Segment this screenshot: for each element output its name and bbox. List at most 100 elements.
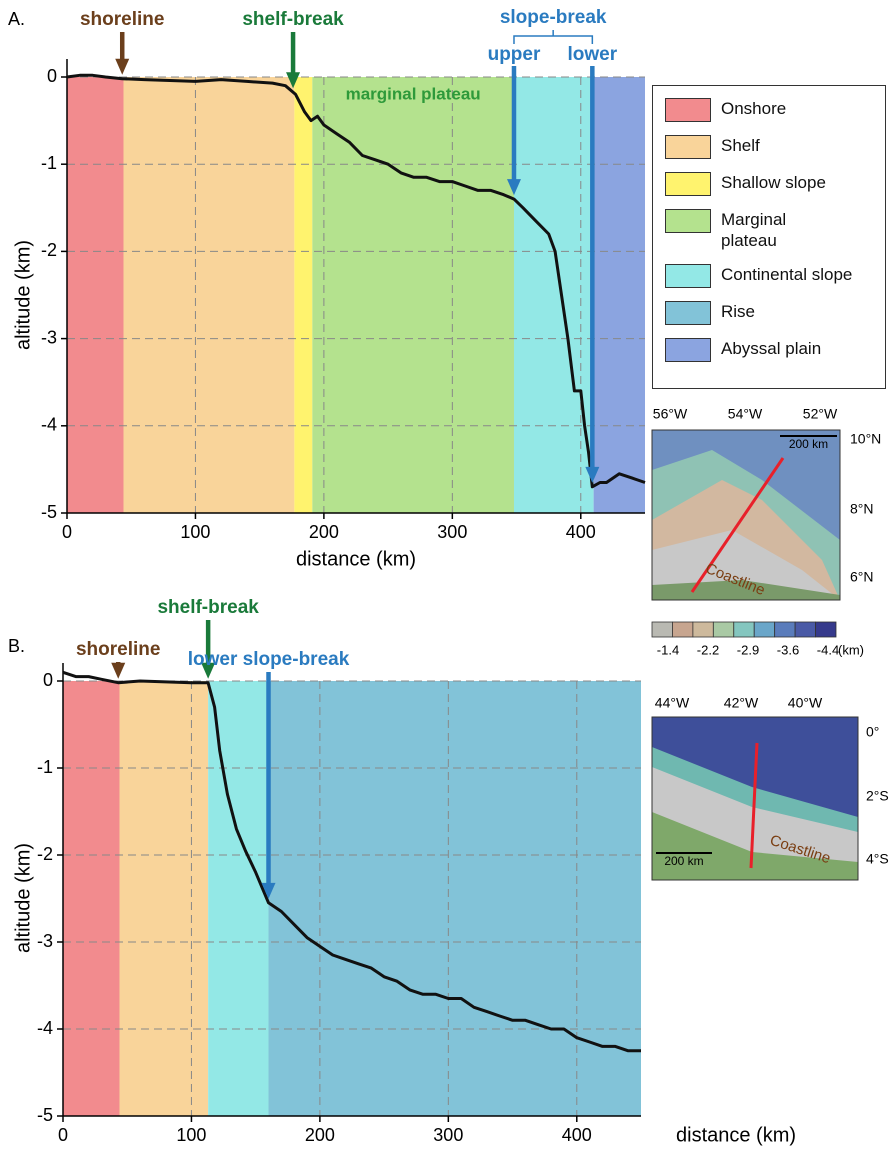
region-band — [208, 681, 269, 1116]
longitude-label: 44°W — [655, 695, 690, 711]
colorbar-cell — [753, 621, 776, 638]
arrow-head — [115, 58, 130, 75]
x-tick-label: 0 — [58, 1125, 68, 1145]
arrow-head — [261, 882, 276, 899]
colorbar-cell — [733, 621, 755, 638]
y-tick-label: -2 — [41, 240, 57, 260]
latitude-label: 0° — [866, 724, 879, 740]
latitude-label: 10°N — [850, 431, 881, 447]
y-tick-label: -2 — [37, 844, 53, 864]
legend-item: Shallow slope — [665, 172, 885, 196]
x-tick-label: 300 — [433, 1125, 463, 1145]
colorbar-cell — [815, 621, 837, 638]
legend-item: Continental slope — [665, 264, 885, 288]
x-tick-label: 400 — [566, 522, 596, 542]
legend-swatch — [665, 98, 711, 122]
scale-label: 200 km — [664, 854, 703, 868]
legend-label: Shallow slope — [721, 173, 826, 192]
annotation-label: lower slope-break — [188, 649, 350, 670]
legend-item: Shelf — [665, 135, 885, 159]
x-tick-label: 200 — [305, 1125, 335, 1145]
legend-label: Abyssal plain — [721, 339, 822, 358]
inset-map — [651, 429, 841, 601]
region-band — [268, 681, 641, 1116]
region-band — [67, 77, 124, 513]
profile-line — [66, 73, 646, 489]
legend-label: Onshore — [721, 99, 787, 118]
legend-item: Marginal plateau — [665, 209, 885, 251]
y-tick-label: -1 — [37, 757, 53, 777]
x-tick-label: 0 — [62, 522, 72, 542]
longitude-label: 54°W — [728, 406, 763, 422]
x-axis-label: distance (km) — [676, 1124, 796, 1146]
x-axis-label: distance (km) — [296, 548, 416, 570]
colorbar-cell — [712, 621, 735, 638]
y-axis-label: altitude (km) — [12, 843, 34, 953]
y-axis-label: altitude (km) — [12, 240, 34, 350]
arrow-head — [506, 179, 521, 196]
map-frame — [651, 716, 859, 881]
y-tick-label: -4 — [41, 415, 57, 435]
legend-label: Marginal plateau — [721, 210, 787, 250]
legend-swatch — [665, 209, 711, 233]
longitude-label: 40°W — [788, 695, 823, 711]
region-band — [119, 681, 209, 1116]
arrow-head — [111, 662, 126, 679]
annotation-label: shoreline — [76, 639, 160, 660]
region-band — [593, 77, 645, 513]
inset-map — [651, 716, 859, 881]
longitude-label: 52°W — [803, 406, 838, 422]
legend-swatch — [665, 301, 711, 325]
arrow-head — [201, 662, 216, 679]
longitude-label: 42°W — [724, 695, 759, 711]
profile-track — [749, 742, 759, 869]
x-tick-label: 100 — [180, 522, 210, 542]
legend-item: Onshore — [665, 98, 885, 122]
annotation-label: shelf-break — [157, 597, 259, 618]
annotation-label: shoreline — [80, 9, 164, 30]
colorbar-unit: (km) — [838, 642, 864, 657]
y-tick-label: 0 — [43, 670, 53, 690]
legend-item: Abyssal plain — [665, 338, 885, 362]
y-tick-label: -1 — [41, 153, 57, 173]
map-coast — [652, 812, 858, 880]
colorbar-label: -2.2 — [697, 642, 719, 657]
legend-swatch — [665, 172, 711, 196]
annotation-label: shelf-break — [242, 9, 344, 30]
y-tick-label: -5 — [37, 1105, 53, 1125]
colorbar-label: -2.9 — [737, 642, 759, 657]
y-tick-label: -3 — [37, 931, 53, 951]
colorbar-cell — [672, 621, 694, 638]
legend-label: Shelf — [721, 136, 760, 155]
panel-label: B. — [8, 636, 25, 656]
longitude-label: 56°W — [653, 406, 688, 422]
scale-label: 200 km — [789, 437, 828, 451]
annotation-group-label: slope-break — [500, 7, 607, 28]
arrow-head — [585, 466, 600, 483]
latitude-label: 4°S — [866, 851, 889, 867]
latitude-label: 2°S — [866, 788, 889, 804]
y-tick-label: 0 — [47, 66, 57, 86]
colorbar-label: -1.4 — [657, 642, 679, 657]
region-band — [312, 77, 514, 513]
profile-line — [62, 670, 641, 1053]
latitude-label: 6°N — [850, 569, 874, 585]
map-frame — [651, 429, 841, 601]
y-tick-label: -5 — [41, 502, 57, 522]
map-coast — [652, 580, 840, 600]
legend-label: Rise — [721, 302, 756, 321]
x-tick-label: 400 — [562, 1125, 592, 1145]
y-tick-label: -4 — [37, 1018, 53, 1038]
colorbar-cell — [651, 621, 673, 638]
y-tick-label: -3 — [41, 327, 57, 347]
region-label: marginal plateau — [346, 84, 481, 103]
x-tick-label: 200 — [309, 522, 339, 542]
latitude-label: 8°N — [850, 501, 874, 517]
annotation-label: lower — [568, 44, 618, 65]
region-band — [123, 77, 295, 513]
legend-item: Rise — [665, 301, 885, 325]
x-tick-label: 300 — [437, 522, 467, 542]
legend-swatch — [665, 264, 711, 288]
